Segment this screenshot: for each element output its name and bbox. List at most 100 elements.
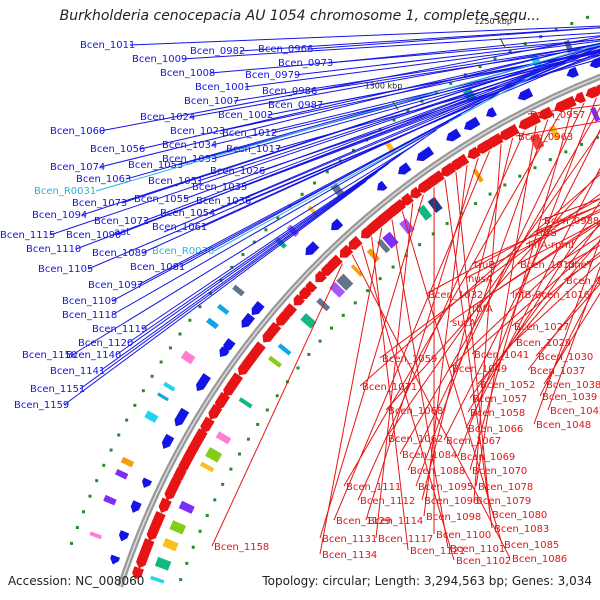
reverse-gene-label[interactable]: Bcen_1048 [536,420,591,431]
reverse-gene-label[interactable]: pheT [568,260,594,271]
reverse-gene-arrow[interactable] [173,466,187,483]
feature-block[interactable] [205,447,223,463]
forward-gene-label[interactable]: Bcen_1035 [192,182,247,193]
reverse-gene-label[interactable]: truB [474,260,495,271]
reverse-gene-label[interactable]: Bcen_1098 [426,512,481,523]
forward-gene-arrow[interactable] [331,218,344,231]
reverse-gene-label[interactable]: Bcen_1038 [546,380,600,391]
reverse-gene-label[interactable]: Bcen_1158 [214,542,269,553]
forward-gene-arrow[interactable] [223,338,236,352]
forward-gene-label[interactable]: Bcen_1109 [62,296,117,307]
feature-block-outer[interactable] [232,284,245,297]
reverse-gene-label[interactable]: Bcen_1039 [542,392,597,403]
reverse-gene-label[interactable]: Bcen_1100 [436,530,491,541]
feature-block[interactable] [154,556,172,571]
reverse-gene-label[interactable]: Bcen_1088 [410,466,465,477]
reverse-gene-arrow[interactable] [339,244,354,258]
forward-gene-label[interactable]: Bcen_1090 [66,230,121,241]
reverse-gene-arrow[interactable] [366,220,381,235]
reverse-gene-label[interactable]: Bcen_1111 [346,482,401,493]
forward-gene-label[interactable]: Bcen_1008 [160,68,215,79]
feature-block[interactable] [350,264,363,277]
feature-block-outer[interactable] [103,494,117,506]
reverse-gene-label[interactable]: infB-Bcen_1016 [512,290,590,301]
reverse-gene-arrow[interactable] [164,488,177,501]
reverse-gene-label[interactable]: Bcen_1062 [388,434,443,445]
reverse-gene-label[interactable]: rbfA [472,304,493,315]
feature-block-outer[interactable] [144,410,159,423]
reverse-gene-label[interactable]: Bcen_1134 [322,550,377,561]
reverse-gene-label[interactable]: Bcen_1085 [504,540,559,551]
feature-block-outer[interactable] [217,303,230,315]
reverse-gene-label[interactable]: Bcen_1069 [460,452,515,463]
reverse-gene-arrow[interactable] [400,192,414,206]
feature-block[interactable] [169,520,187,535]
feature-block-outer[interactable] [114,468,129,480]
reverse-gene-arrow[interactable] [518,117,532,130]
reverse-gene-label[interactable]: Bcen_1067 [446,436,501,447]
forward-gene-label[interactable]: Bcen_0987 [268,100,323,111]
feature-block[interactable] [199,461,215,473]
reverse-gene-arrow[interactable] [315,270,327,283]
reverse-gene-label[interactable]: Bcen_1059 [382,354,437,365]
feature-block-outer[interactable] [206,317,219,330]
forward-gene-label[interactable]: Bcen_1118 [62,310,117,321]
reverse-gene-arrow[interactable] [276,310,291,326]
reverse-gene-label[interactable]: Bcen_1080 [492,510,547,521]
reverse-gene-arrow[interactable] [440,162,456,177]
feature-block[interactable] [376,238,391,254]
feature-block[interactable] [590,106,600,122]
reverse-gene-arrow[interactable] [348,235,363,250]
forward-gene-label[interactable]: Bcen_R0030 [152,246,214,257]
reverse-gene-label[interactable]: Bcen_1030 [538,352,593,363]
forward-gene-arrow[interactable] [566,66,579,78]
forward-gene-label[interactable]: Bcen_0982 [190,46,245,57]
forward-gene-label[interactable]: Bcen_1012 [222,128,277,139]
reverse-gene-arrow[interactable] [585,86,600,99]
reverse-gene-arrow[interactable] [136,556,148,569]
reverse-gene-label[interactable]: Bcen_1068 [388,406,443,417]
feature-block[interactable] [336,273,354,291]
reverse-gene-arrow[interactable] [361,227,373,239]
forward-gene-label[interactable]: Bcen_1024 [140,112,195,123]
feature-block[interactable] [329,281,346,298]
reverse-gene-arrow[interactable] [267,321,282,337]
reverse-gene-arrow[interactable] [208,403,223,420]
reverse-gene-label[interactable]: Bcen_1058 [470,408,525,419]
feature-block[interactable] [472,168,484,183]
reverse-gene-label[interactable]: Bcen_0957 [530,110,585,121]
forward-gene-label[interactable]: Bcen_1063 [76,174,131,185]
reverse-gene-arrow[interactable] [305,280,318,293]
forward-gene-label[interactable]: Bcen_1081 [130,262,185,273]
reverse-gene-arrow[interactable] [467,146,481,160]
reverse-gene-label[interactable]: Bcen_1096 [424,496,479,507]
reverse-gene-label[interactable]: Bcen_1027 [514,322,569,333]
forward-gene-label[interactable]: Bcen_1002 [218,110,273,121]
forward-gene-label[interactable]: Bcen_1055 [134,194,189,205]
forward-gene-label[interactable]: Bcen_1051 [148,176,203,187]
reverse-gene-arrow[interactable] [574,91,586,104]
reverse-gene-label[interactable]: Bcen_1131 [322,534,377,545]
forward-gene-arrow[interactable] [305,241,320,256]
forward-gene-label[interactable]: Bcen_1007 [184,96,239,107]
forward-gene-label[interactable]: Bcen_0966 [258,44,313,55]
reverse-gene-label[interactable]: Bcen_1117 [378,534,433,545]
feature-block[interactable] [268,355,282,368]
reverse-gene-arrow[interactable] [476,139,493,154]
reverse-gene-label[interactable]: Bcen_1112 [360,496,415,507]
reverse-gene-label[interactable]: Bcen_1052 [480,380,535,391]
feature-block[interactable] [529,133,545,151]
forward-gene-label[interactable]: Bcen_1023 [170,126,225,137]
reverse-gene-label[interactable]: Bcen_0988 [544,216,599,227]
feature-block-outer[interactable] [89,531,103,540]
forward-gene-label[interactable]: Bcen_1097 [88,280,143,291]
reverse-gene-arrow[interactable] [283,303,298,318]
forward-gene-arrow[interactable] [118,530,130,542]
reverse-gene-arrow[interactable] [214,391,230,410]
forward-gene-label[interactable]: Bcen_1074 [50,162,105,173]
forward-gene-label[interactable]: Bcen_1159 [14,400,69,411]
forward-gene-arrow[interactable] [446,128,462,142]
feature-block[interactable] [277,343,292,356]
forward-gene-label[interactable]: Bcen_1001 [195,82,250,93]
